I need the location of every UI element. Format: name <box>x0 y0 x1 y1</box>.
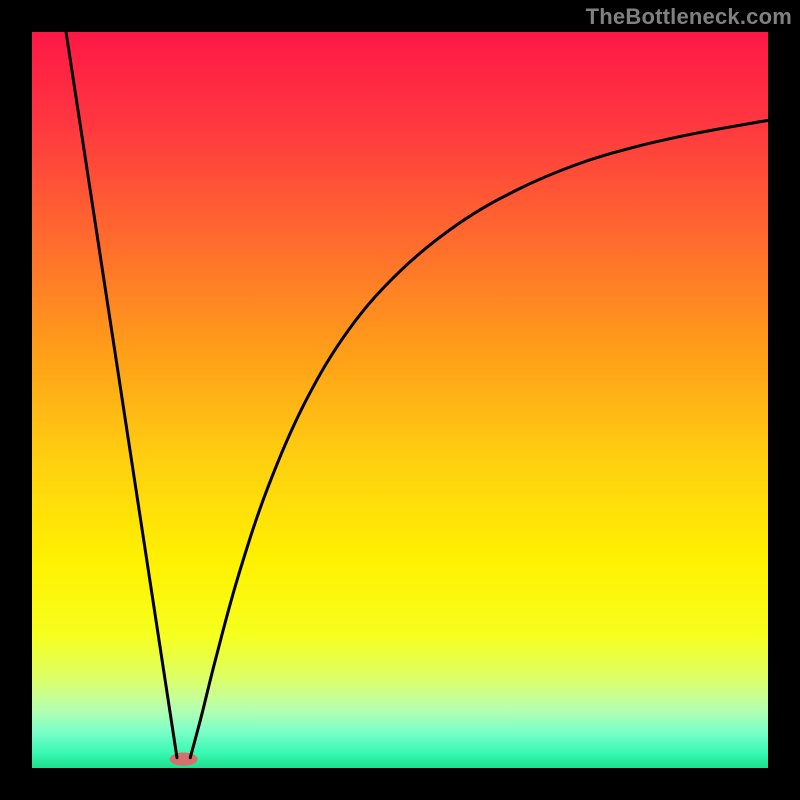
chart-svg <box>0 0 800 800</box>
watermark-text: TheBottleneck.com <box>586 4 792 30</box>
figure-stage: TheBottleneck.com <box>0 0 800 800</box>
